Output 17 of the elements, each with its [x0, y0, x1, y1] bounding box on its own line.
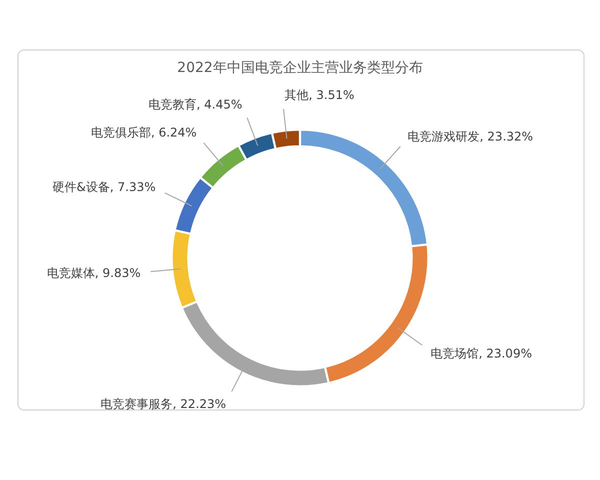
data-label: , 3.51%	[308, 88, 354, 102]
slice-label: 电竞俱乐部	[90, 125, 151, 140]
data-label: , 23.32%	[480, 129, 534, 144]
data-label: , 9.83%	[94, 266, 141, 280]
slice-label: 电竞场馆	[430, 346, 479, 360]
slice-label: 其他	[284, 88, 309, 102]
slice-label: 电竞教育	[148, 98, 197, 112]
data-label: , 6.24%	[150, 125, 197, 140]
slice-label: 电竞游戏研发	[408, 129, 480, 144]
chart-title: 2022年中国电竞企业主营业务类型分布	[177, 60, 423, 76]
slice-label: 电竞媒体	[46, 266, 95, 280]
slice-label: 电竞赛事服务	[100, 397, 173, 412]
data-label: , 22.23%	[172, 397, 226, 412]
data-label: , 7.33%	[110, 180, 156, 194]
data-label: , 23.09%	[478, 346, 532, 360]
data-label: , 4.45%	[196, 98, 242, 112]
slice-label: 硬件&设备	[52, 180, 110, 194]
